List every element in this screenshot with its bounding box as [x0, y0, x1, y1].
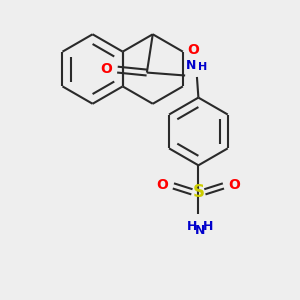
Text: H: H	[203, 220, 214, 233]
Text: H: H	[187, 220, 197, 233]
Text: H: H	[198, 62, 208, 72]
Text: O: O	[100, 62, 112, 76]
Text: O: O	[229, 178, 241, 192]
Text: N: N	[186, 59, 197, 72]
Text: N: N	[195, 224, 206, 237]
Text: O: O	[188, 44, 200, 58]
Text: O: O	[156, 178, 168, 192]
Text: S: S	[192, 183, 204, 201]
